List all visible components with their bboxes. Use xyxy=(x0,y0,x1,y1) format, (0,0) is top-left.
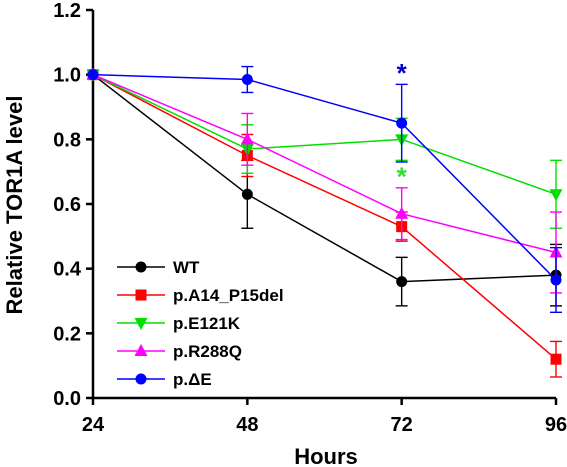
x-axis-title: Hours xyxy=(294,444,358,467)
legend-label: WT xyxy=(173,258,200,277)
series-line xyxy=(92,73,557,254)
series-4 xyxy=(87,65,562,314)
data-point xyxy=(396,117,408,129)
y-tick-label: 0.4 xyxy=(53,259,82,281)
series-2 xyxy=(86,69,563,229)
legend-marker xyxy=(135,373,147,385)
y-tick-label: 0.2 xyxy=(53,323,81,345)
x-tick-label: 72 xyxy=(391,414,413,436)
significance-star: * xyxy=(397,162,408,192)
data-point xyxy=(395,206,409,219)
y-tick-label: 0.6 xyxy=(53,194,81,216)
y-tick-label: 1.0 xyxy=(53,65,81,87)
series-3 xyxy=(86,67,563,294)
series-line xyxy=(92,74,557,360)
significance-star: * xyxy=(397,58,408,88)
legend-label: p.E121K xyxy=(173,314,241,333)
data-point xyxy=(241,74,253,86)
series-1 xyxy=(87,69,562,378)
plot-area xyxy=(91,10,556,400)
x-tick-label: 24 xyxy=(82,414,105,436)
legend: WT p.A14_P15del p.E121K p.R288Q p.ΔE xyxy=(117,258,284,389)
series-line xyxy=(92,74,557,283)
data-point xyxy=(396,276,408,288)
x-axis-ticks: 24 48 72 96 xyxy=(82,398,567,436)
legend-marker xyxy=(134,318,148,330)
series-line xyxy=(92,73,557,281)
y-axis-title: Relative TOR1A level xyxy=(2,96,27,315)
x-tick-label: 96 xyxy=(545,414,567,436)
legend-label: p.ΔE xyxy=(173,370,212,389)
data-point xyxy=(549,189,563,202)
x-tick-label: 48 xyxy=(236,414,258,436)
series-layer xyxy=(86,65,563,378)
data-point xyxy=(550,353,562,365)
data-point xyxy=(550,274,562,286)
legend-item: WT xyxy=(117,258,200,277)
legend-label: p.A14_P15del xyxy=(173,286,284,305)
legend-marker xyxy=(135,261,147,273)
data-point xyxy=(241,188,253,200)
legend-marker xyxy=(135,289,147,301)
y-tick-label: 0.8 xyxy=(53,129,81,151)
legend-marker xyxy=(134,344,148,356)
y-tick-label: 1.2 xyxy=(53,0,81,22)
legend-item: p.A14_P15del xyxy=(117,286,284,305)
series-0 xyxy=(87,69,562,307)
series-line xyxy=(92,73,557,196)
legend-label: p.R288Q xyxy=(173,342,242,361)
annotations: ** xyxy=(397,58,408,191)
y-axis-ticks: 0.0 0.2 0.4 0.6 0.8 1.0 1.2 xyxy=(53,0,93,410)
y-tick-label: 0.0 xyxy=(53,388,81,410)
legend-item: p.R288Q xyxy=(117,342,242,361)
data-point xyxy=(87,69,99,81)
data-point xyxy=(240,132,254,145)
legend-item: p.ΔE xyxy=(117,370,212,389)
legend-item: p.E121K xyxy=(117,314,241,333)
